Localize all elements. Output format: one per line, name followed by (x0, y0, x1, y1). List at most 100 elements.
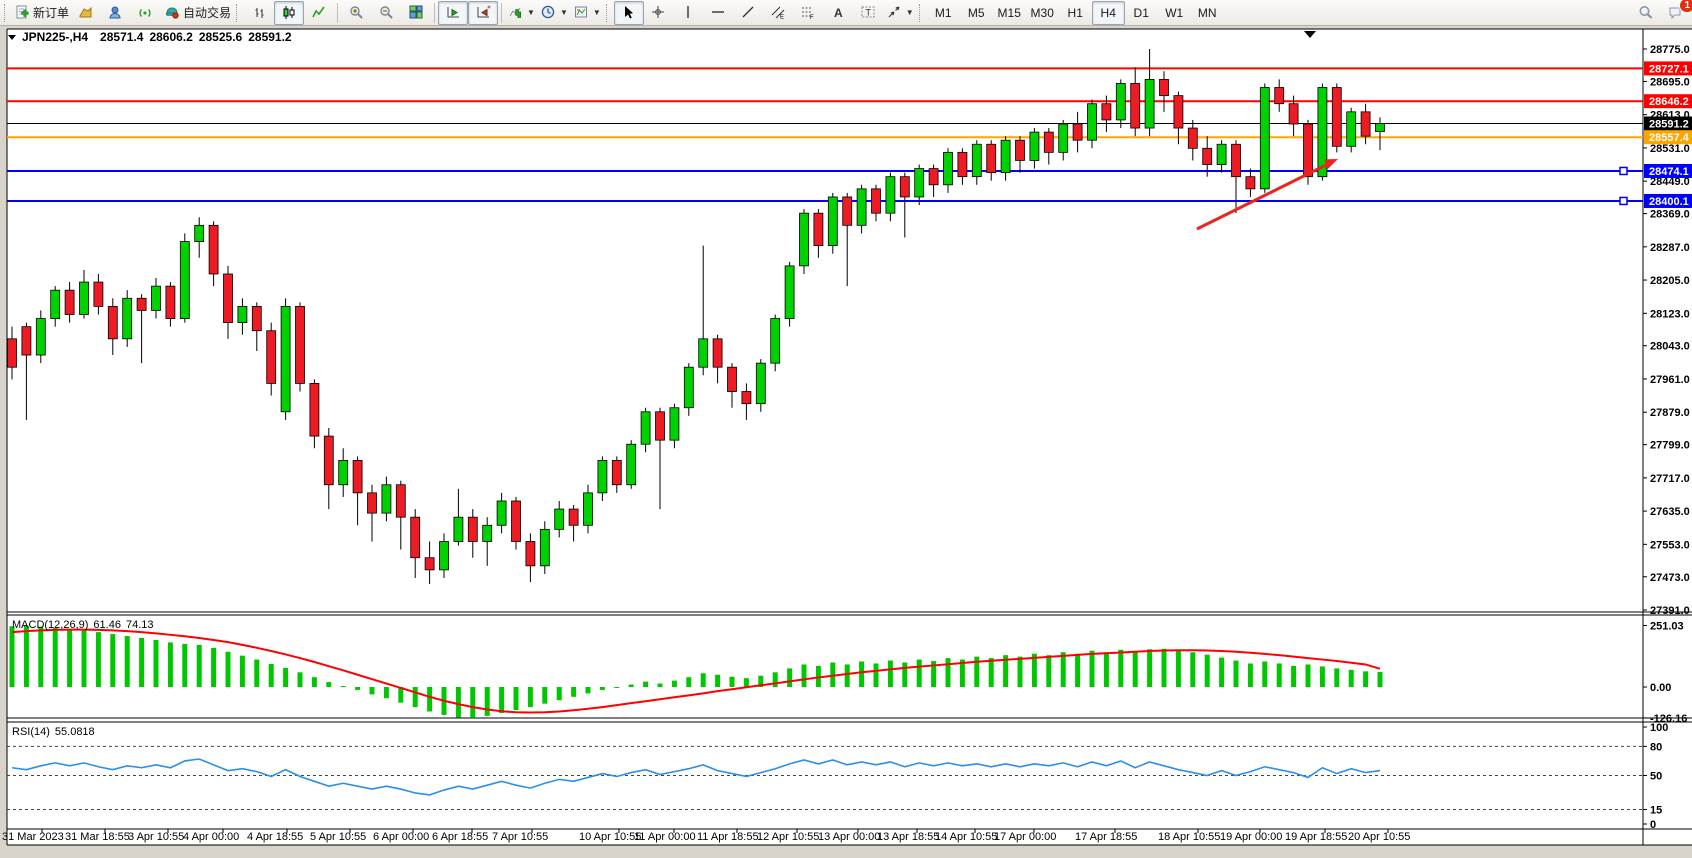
candle-body (727, 366, 737, 392)
search-button[interactable] (1630, 1, 1660, 25)
toolbar-grip (605, 3, 610, 22)
line-handle[interactable] (1619, 196, 1628, 206)
candle-body (165, 285, 176, 319)
templates-button[interactable]: ▼ (571, 1, 604, 25)
auto-scroll-button[interactable] (438, 0, 469, 25)
time-label[interactable]: 19 Apr 18:55 (1285, 831, 1347, 843)
candle-body (1303, 123, 1313, 178)
arrows-button[interactable]: ▼ (884, 1, 917, 25)
chart-shift-marker-icon[interactable] (1304, 31, 1316, 38)
signals-button[interactable] (132, 1, 162, 25)
zoom-out-button[interactable] (371, 1, 401, 25)
profiles-button[interactable] (72, 1, 102, 25)
timeframe-m5-button[interactable]: M5 (967, 5, 985, 20)
macd-histogram-bar (1017, 656, 1023, 687)
timeframe-m15-button[interactable]: M15 (997, 5, 1021, 20)
timeframe-d1-button[interactable]: D1 (1133, 5, 1149, 20)
macd-label: MACD(12,26,9) 61.46 74.13 (12, 619, 153, 631)
horizontal-line-button[interactable] (704, 1, 734, 25)
price-tick-label: 28695.0 (1650, 76, 1690, 88)
community-button[interactable] (102, 1, 132, 25)
zoom-in-button[interactable] (341, 1, 371, 25)
price-badge (1644, 94, 1692, 109)
vertical-line-button[interactable] (674, 1, 704, 25)
price-badge-label: 28646.2 (1649, 96, 1689, 108)
macd-histogram-bar (902, 662, 908, 687)
symbol-dropdown-icon[interactable] (8, 35, 16, 40)
chart-shift-button[interactable] (468, 0, 499, 25)
time-label[interactable]: 19 Apr 00:00 (1220, 831, 1282, 843)
toolbar-grip (4, 3, 8, 22)
macd-histogram-bar (988, 658, 994, 687)
candle-body (827, 196, 838, 246)
annotation-arrow[interactable] (1196, 161, 1331, 231)
signals-icon (139, 9, 151, 17)
macd-name: MACD(12,26,9) (12, 619, 88, 631)
time-label[interactable]: 6 Apr 00:00 (373, 831, 429, 843)
time-label[interactable]: 12 Apr 10:55 (757, 831, 819, 843)
fibonacci-button[interactable]: F (794, 1, 824, 25)
macd-histogram-bar (499, 687, 505, 713)
time-label[interactable]: 13 Apr 18:55 (877, 831, 939, 843)
vline-icon (687, 6, 689, 18)
macd-histogram-bar (297, 672, 303, 687)
time-label[interactable]: 13 Apr 00:00 (818, 831, 880, 843)
toolbar-separator (337, 2, 339, 23)
timeframe-h1-button[interactable]: H1 (1067, 5, 1083, 20)
candle-body (885, 176, 896, 214)
indicators-button[interactable]: ▼ (505, 1, 538, 25)
tile-windows-button[interactable] (401, 1, 431, 25)
time-label[interactable]: 31 Mar 2023 (2, 831, 64, 843)
templates-icon (574, 6, 587, 18)
macd-histogram-bar (844, 664, 850, 687)
time-label[interactable]: 6 Apr 18:55 (432, 831, 488, 843)
time-label[interactable]: 11 Apr 18:55 (697, 831, 759, 843)
autotrading-button[interactable]: 自动交易 (162, 1, 234, 25)
time-label[interactable]: 7 Apr 10:55 (492, 831, 548, 843)
macd-histogram-bar (52, 627, 58, 687)
time-label[interactable]: 31 Mar 18:55 (65, 831, 130, 843)
time-label[interactable]: 4 Apr 18:55 (247, 831, 303, 843)
macd-histogram-bar (1031, 653, 1037, 687)
timeframe-m30-button[interactable]: M30 (1030, 5, 1054, 20)
time-label[interactable]: 14 Apr 10:55 (935, 831, 997, 843)
candle-body (511, 500, 521, 542)
macd-histogram-bar (1103, 652, 1109, 687)
text-button[interactable]: A (824, 1, 854, 25)
time-label[interactable]: 4 Apr 00:00 (183, 831, 239, 843)
bar-chart-button[interactable] (244, 1, 274, 25)
macd-histogram-bar (1233, 660, 1239, 687)
time-label[interactable]: 20 Apr 10:55 (1348, 831, 1410, 843)
text-label-button[interactable]: T (854, 1, 884, 25)
rsi-axis-label: 100 (1650, 722, 1668, 734)
time-label[interactable]: 3 Apr 10:55 (128, 831, 184, 843)
candlestick-chart-button[interactable] (274, 0, 305, 25)
time-label[interactable]: 11 Apr 00:00 (634, 831, 696, 843)
time-label[interactable]: 17 Apr 18:55 (1075, 831, 1137, 843)
time-label[interactable]: 5 Apr 10:55 (310, 831, 366, 843)
time-label[interactable]: 10 Apr 10:55 (579, 831, 641, 843)
timeframe-mn-button[interactable]: MN (1197, 5, 1217, 20)
macd-histogram-bar (643, 681, 649, 687)
crosshair-button[interactable] (644, 1, 674, 25)
macd-histogram-bar (1190, 652, 1196, 687)
timeframe-w1-button[interactable]: W1 (1165, 5, 1184, 20)
candle-body (842, 196, 853, 226)
time-label[interactable]: 17 Apr 00:00 (994, 831, 1056, 843)
timeframe-m1-button[interactable]: M1 (934, 5, 952, 20)
annotation-arrow-head[interactable] (1324, 159, 1338, 170)
notifications-button[interactable]: 1 (1660, 0, 1692, 25)
equidistant-channel-button[interactable]: E (764, 1, 794, 25)
crosshair-icon (652, 6, 665, 18)
time-label[interactable]: 18 Apr 10:55 (1158, 831, 1220, 843)
cursor-button[interactable] (613, 0, 644, 25)
line-chart-button[interactable] (304, 1, 334, 25)
trendline-button[interactable] (734, 1, 764, 25)
line-handle[interactable] (1619, 166, 1628, 176)
macd-histogram-bar (758, 675, 764, 687)
candle-body (1331, 87, 1342, 147)
new-order-button[interactable]: 新订单 (12, 1, 72, 25)
timeframe-h4-button[interactable]: H4 (1091, 0, 1125, 25)
candle-body (1072, 123, 1083, 141)
periods-button[interactable]: ▼ (538, 1, 571, 25)
